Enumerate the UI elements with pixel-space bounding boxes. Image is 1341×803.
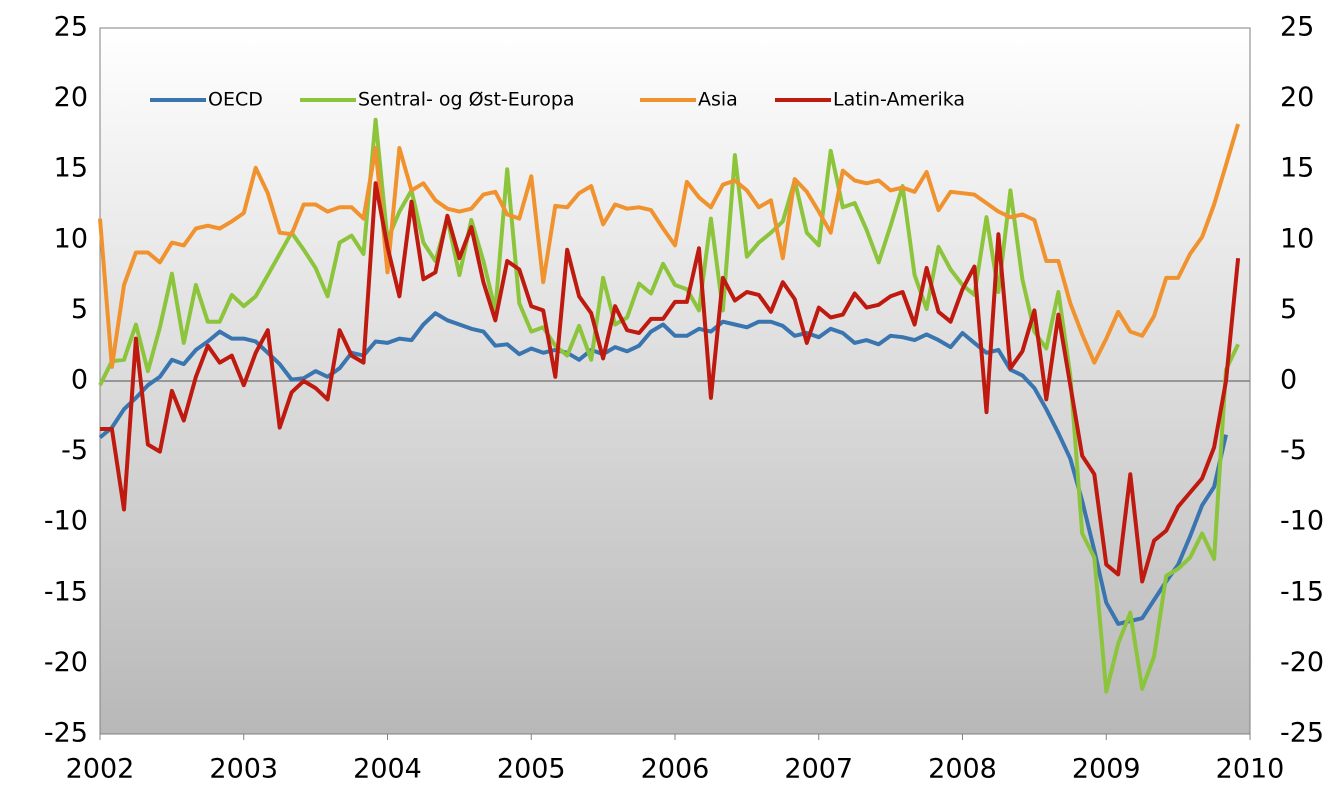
y-tick-label: -25 (44, 718, 88, 749)
legend-label: OECD (208, 89, 263, 111)
x-tick-label: 2010 (1216, 754, 1285, 785)
y2-tick-label: 5 (1280, 294, 1297, 325)
y-tick-label: -5 (61, 435, 88, 466)
y2-tick-label: -20 (1280, 647, 1324, 678)
x-tick-label: 2008 (928, 754, 997, 785)
x-tick-label: 2005 (497, 754, 566, 785)
y2-tick-label: 25 (1280, 12, 1314, 43)
x-tick-label: 2002 (66, 754, 135, 785)
x-tick-label: 2007 (784, 754, 853, 785)
y2-tick-label: 20 (1280, 82, 1314, 113)
y2-tick-label: 15 (1280, 153, 1314, 184)
series-line (100, 181, 1241, 584)
x-tick-label: 2006 (641, 754, 710, 785)
y2-tick-label: -25 (1280, 718, 1324, 749)
legend-label: Latin-Amerika (833, 89, 965, 111)
x-tick-label: 2003 (209, 754, 278, 785)
y2-tick-label: -5 (1280, 435, 1307, 466)
y-tick-label: 20 (54, 82, 88, 113)
y2-tick-label: -10 (1280, 506, 1324, 537)
series-line (98, 311, 1228, 626)
y-tick-label: 15 (54, 153, 88, 184)
y-tick-label: 0 (71, 365, 88, 396)
series-line (98, 117, 1240, 694)
legend-label: Sentral- og Øst-Europa (358, 89, 575, 111)
x-tick-label: 2009 (1072, 754, 1141, 785)
y2-tick-label: 0 (1280, 365, 1297, 396)
x-tick-label: 2004 (353, 754, 422, 785)
series-line (98, 123, 1241, 369)
legend-label: Asia (698, 89, 738, 111)
y-tick-label: 10 (54, 223, 88, 254)
y-tick-label: 25 (54, 12, 88, 43)
y-tick-label: -20 (44, 647, 88, 678)
y2-tick-label: -15 (1280, 576, 1324, 607)
y2-tick-label: 10 (1280, 223, 1314, 254)
y-tick-label: -10 (44, 506, 88, 537)
y-tick-label: -15 (44, 576, 88, 607)
y-tick-label: 5 (71, 294, 88, 325)
